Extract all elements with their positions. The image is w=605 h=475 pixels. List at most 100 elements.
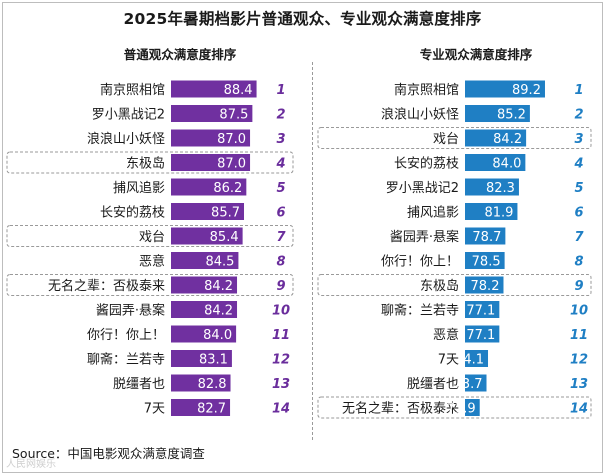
right-value-label: 77.1 (466, 328, 495, 343)
right-bar (465, 350, 489, 367)
left-bar (171, 325, 237, 343)
left-value-label: 86.2 (213, 181, 242, 196)
right-rank-label: 4 (573, 157, 583, 172)
right-category-label: 酱园弄·悬案 (390, 230, 459, 245)
left-bar (171, 203, 245, 220)
right-category-label: 恶意 (433, 327, 459, 343)
right-bar (465, 80, 545, 98)
right-value-label: 78.7 (472, 230, 501, 245)
right-rank-label: 8 (574, 255, 583, 270)
left-value-label: 84.5 (205, 255, 234, 270)
right-category-label: 脱缰者也 (407, 377, 459, 392)
left-category-label: 7天 (144, 402, 165, 417)
left-rank-label: 1 (276, 83, 285, 98)
watermark: 人民网娱乐 (6, 459, 56, 470)
left-category-label: 无名之辈：否极泰来 (48, 278, 165, 294)
right-panel-title: 专业观众满意度排序 (419, 47, 533, 62)
right-category-label: 捕风追影 (407, 205, 459, 221)
right-bar (465, 325, 500, 343)
left-category-label: 脱缰者也 (113, 377, 165, 392)
right-value-label: 78.2 (471, 279, 500, 294)
left-rank-label: 14 (272, 402, 290, 417)
right-value-label: 84.0 (492, 157, 521, 172)
left-rank-label: 8 (276, 255, 285, 270)
left-bar (171, 178, 247, 196)
left-bar (171, 399, 231, 416)
right-bar (465, 227, 506, 245)
left-bar (171, 276, 238, 294)
left-rank-label: 12 (272, 353, 290, 368)
right-value-label: 81.9 (484, 206, 513, 221)
left-category-label: 戏台 (139, 230, 165, 245)
left-rank-label: 9 (276, 279, 285, 294)
left-bar (171, 105, 253, 122)
left-category-label: 南京照相馆 (100, 82, 165, 98)
right-category-label: 无名之辈：否极泰来 (342, 401, 459, 417)
left-bar (171, 252, 239, 269)
left-category-label: 东极岛 (126, 156, 165, 172)
left-category-label: 恶意 (139, 254, 165, 270)
right-bar (465, 252, 505, 269)
left-value-label: 84.2 (204, 304, 233, 319)
right-category-label: 7天 (438, 353, 459, 368)
right-value-label: 74.1 (455, 353, 484, 368)
left-category-label: 捕风追影 (113, 180, 165, 196)
left-value-label: 87.0 (217, 132, 246, 147)
right-category-label: 戏台 (433, 132, 459, 147)
chart-title: 2025年暑期档影片普通观众、专业观众满意度排序 (123, 10, 482, 28)
left-rank-label: 2 (276, 108, 285, 123)
right-category-label: 聊斋：兰若寺 (381, 303, 459, 319)
left-highlight-box (6, 151, 294, 174)
left-rank-label: 3 (276, 132, 285, 147)
right-bar (465, 105, 530, 122)
right-value-label: 82.3 (486, 181, 515, 196)
left-category-label: 聊斋：兰若寺 (87, 352, 165, 368)
right-value-label: 77.1 (466, 304, 495, 319)
right-rank-label: 2 (574, 108, 583, 123)
left-value-label: 87.0 (217, 157, 246, 172)
left-bar (171, 80, 257, 98)
left-rank-label: 5 (276, 181, 285, 196)
left-value-label: 85.7 (211, 206, 240, 221)
right-bar (465, 374, 487, 392)
left-rank-label: 6 (276, 206, 285, 221)
right-rank-label: 12 (570, 353, 588, 368)
right-rank-label: 9 (574, 279, 583, 294)
right-bar (465, 301, 500, 318)
panel-divider (312, 62, 313, 440)
right-bar (465, 129, 527, 147)
right-bar (465, 276, 504, 294)
right-bar (465, 203, 518, 220)
left-bar (171, 301, 238, 318)
left-value-label: 84.0 (203, 328, 232, 343)
left-value-label: 84.2 (204, 279, 233, 294)
right-value-label: 73.7 (454, 377, 483, 392)
right-category-label: 罗小黑战记2 (386, 181, 459, 196)
right-value-label: 84.2 (493, 132, 522, 147)
right-bar (465, 399, 480, 416)
left-category-label: 酱园弄·悬案 (96, 304, 165, 319)
right-value-label: 85.2 (497, 108, 526, 123)
left-value-label: 83.1 (199, 353, 228, 368)
right-category-label: 长安的荔枝 (394, 156, 459, 172)
left-rank-label: 13 (272, 377, 290, 392)
left-value-label: 82.7 (197, 402, 226, 417)
right-highlight-box (317, 274, 592, 296)
right-value-label: 89.2 (512, 83, 541, 98)
left-highlight-box (6, 274, 294, 296)
left-bar (171, 227, 243, 245)
right-rank-label: 6 (574, 206, 583, 221)
left-bar (171, 374, 231, 392)
left-category-label: 罗小黑战记2 (92, 108, 165, 123)
left-rank-label: 4 (275, 157, 285, 172)
left-rank-label: 11 (272, 328, 290, 343)
right-rank-label: 5 (574, 181, 583, 196)
left-bar (171, 154, 251, 171)
left-rank-label: 7 (276, 230, 286, 245)
left-category-label: 浪浪山小妖怪 (87, 132, 165, 147)
right-rank-label: 14 (570, 402, 588, 417)
right-category-label: 南京照相馆 (394, 82, 459, 98)
left-value-label: 82.8 (198, 377, 227, 392)
right-rank-label: 7 (574, 230, 584, 245)
left-category-label: 长安的荔枝 (100, 205, 165, 221)
